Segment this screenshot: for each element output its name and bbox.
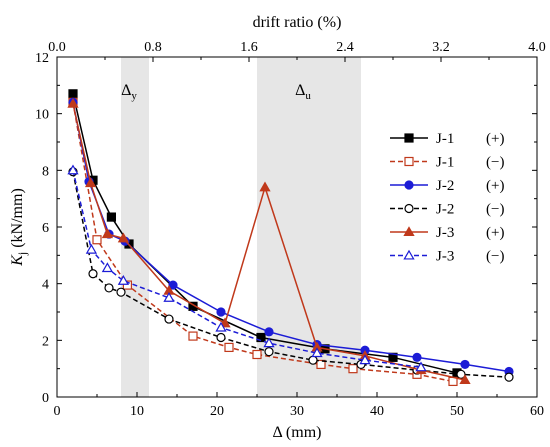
x-axis-title: Δ (mm) xyxy=(273,424,322,441)
data-point xyxy=(308,355,318,365)
y-tick-label: 2 xyxy=(42,334,49,349)
data-point xyxy=(252,349,262,360)
axis-titles: Δ (mm) drift ratio (%) Kj (kN/mm) xyxy=(9,14,341,441)
data-point xyxy=(316,359,326,370)
legend-marker xyxy=(404,203,414,214)
data-point xyxy=(459,374,471,385)
legend-marker xyxy=(403,249,415,260)
x-tick-label: 40 xyxy=(370,404,384,419)
legend-label: J-3 xyxy=(436,225,454,241)
top-x-tick-label: 3.2 xyxy=(432,40,450,55)
data-point xyxy=(264,347,274,357)
data-point xyxy=(106,212,117,222)
legend-sign: (−) xyxy=(486,202,504,218)
axes: 0 10 20 30 40 50 60 0.0 0.8 1.6 2.4 3.2 4.0 0 2 4 6 8 10 12 xyxy=(35,40,546,419)
data-point xyxy=(68,89,78,99)
legend-item: J-1 (+) xyxy=(390,131,504,147)
data-point xyxy=(216,307,226,317)
x-tick-label: 20 xyxy=(210,404,224,419)
legend-marker xyxy=(404,133,414,143)
legend-item: J-3 (−) xyxy=(390,249,504,265)
legend-item: J-3 (+) xyxy=(390,225,504,241)
top-x-tick-label: 2.4 xyxy=(336,40,354,55)
series-6 xyxy=(67,164,427,372)
legend-label: J-3 xyxy=(436,249,454,265)
y-tick-label: 6 xyxy=(42,221,49,236)
data-point xyxy=(117,232,130,243)
top-x-tick-label: 4.0 xyxy=(528,40,546,55)
series-line xyxy=(72,170,422,368)
legend-item: J-1 (−) xyxy=(390,155,504,171)
series-layer xyxy=(67,89,514,387)
data-point xyxy=(85,243,98,254)
legend-label: J-1 xyxy=(436,131,454,147)
data-point xyxy=(504,372,514,382)
x-tick-label: 0 xyxy=(54,404,61,419)
legend: J-1 (+) J-1 (−) J-2 (+) J-2 (−) J-3 (+) J-3 (−) xyxy=(390,131,504,265)
series-2 xyxy=(68,97,458,387)
legend-sign: (+) xyxy=(486,225,504,241)
data-point xyxy=(216,332,226,343)
band-label: Δu xyxy=(295,82,311,102)
data-point xyxy=(104,283,114,293)
series-line xyxy=(72,102,454,383)
data-point xyxy=(88,269,98,279)
data-point xyxy=(84,177,97,188)
y-axis-title: Kj (kN/mm) xyxy=(9,188,29,267)
data-point xyxy=(163,292,175,302)
series-5 xyxy=(67,97,471,385)
x-tick-label: 30 xyxy=(290,404,304,419)
top-x-tick-label: 0.8 xyxy=(144,40,162,55)
x-tick-label: 60 xyxy=(530,404,544,419)
legend-label: J-1 xyxy=(436,155,454,171)
band-label: Δy xyxy=(121,82,137,102)
legend-sign: (+) xyxy=(486,131,504,147)
data-point xyxy=(256,332,266,343)
legend-item: J-2 (−) xyxy=(390,202,504,218)
data-point xyxy=(116,287,126,297)
data-point xyxy=(188,331,198,341)
data-point xyxy=(311,347,323,358)
legend-marker xyxy=(404,180,414,190)
data-point xyxy=(348,364,358,374)
data-point xyxy=(460,359,470,370)
x-tick-label: 10 xyxy=(130,404,144,419)
legend-marker xyxy=(404,156,414,167)
x-tick-label: 50 xyxy=(450,404,464,419)
data-point xyxy=(92,235,102,245)
series-line xyxy=(72,102,510,373)
legend-label: J-2 xyxy=(436,178,454,194)
data-point xyxy=(164,314,174,324)
data-point xyxy=(415,361,427,372)
legend-marker xyxy=(403,226,415,237)
y-tick-label: 8 xyxy=(42,164,49,179)
y-tick-label: 0 xyxy=(42,391,49,406)
data-point xyxy=(224,342,234,353)
data-point xyxy=(215,321,227,332)
data-point xyxy=(264,327,274,337)
data-point xyxy=(259,181,271,192)
data-point xyxy=(359,354,371,365)
data-point xyxy=(101,262,114,273)
y-tick-label: 12 xyxy=(35,51,49,66)
top-axis-title: drift ratio (%) xyxy=(253,14,342,31)
data-point xyxy=(101,228,114,239)
y-tick-label: 10 xyxy=(35,108,49,123)
legend-sign: (+) xyxy=(486,178,504,194)
legend-label: J-2 xyxy=(436,202,454,218)
data-point xyxy=(67,97,79,108)
data-point xyxy=(263,337,275,348)
legend-sign: (−) xyxy=(486,249,504,265)
legend-sign: (−) xyxy=(486,155,504,171)
legend-item: J-2 (+) xyxy=(390,178,504,194)
top-x-tick-label: 1.6 xyxy=(240,40,258,55)
data-point xyxy=(117,275,130,285)
y-tick-label: 4 xyxy=(42,278,49,293)
data-point xyxy=(67,164,79,175)
data-point xyxy=(412,352,422,362)
data-point xyxy=(122,280,133,290)
shaded-band xyxy=(121,57,149,397)
top-x-tick-label: 0.0 xyxy=(48,40,66,55)
